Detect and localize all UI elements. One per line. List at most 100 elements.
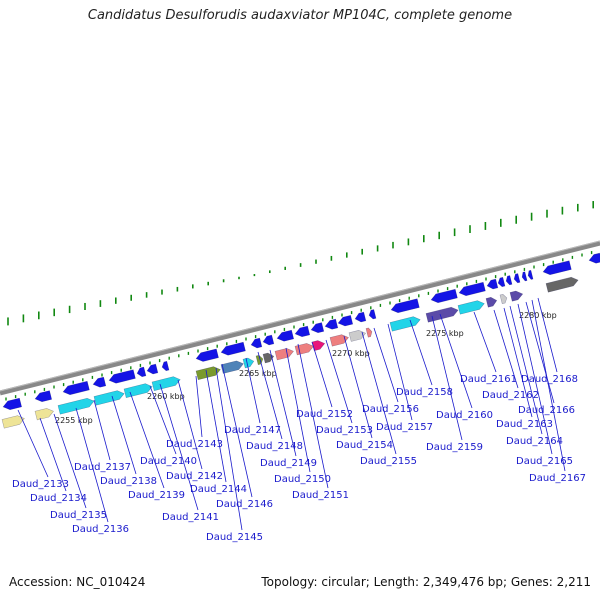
gene-arrow xyxy=(509,290,524,302)
gene-label: Daud_2149 xyxy=(260,458,317,469)
label-leader-line xyxy=(409,319,433,386)
gene-arrow xyxy=(274,348,294,361)
gene-arrow xyxy=(242,357,255,369)
gene-label: Daud_2147 xyxy=(224,425,281,436)
gene-arrow xyxy=(220,360,244,374)
gene-arrow xyxy=(294,325,311,338)
gene-arrow xyxy=(2,397,22,411)
gene-arrow xyxy=(365,327,373,338)
label-leader-line xyxy=(245,357,261,424)
gene-label: Daud_2160 xyxy=(436,410,493,421)
scale-label: 2270 kbp xyxy=(332,349,370,358)
gene-arrow xyxy=(136,366,147,378)
gene-label: Daud_2163 xyxy=(496,419,553,430)
gene-arrow xyxy=(34,408,54,421)
gene-arrow xyxy=(146,363,159,375)
label-leader-line xyxy=(75,407,109,523)
gene-arrow xyxy=(92,376,107,388)
gene-label: Daud_2153 xyxy=(316,425,373,436)
label-leader-line xyxy=(221,363,253,498)
label-leader-line xyxy=(509,305,543,435)
gene-label: Daud_2162 xyxy=(482,390,539,401)
scale-label: 2280 kbp xyxy=(519,311,557,320)
gene-label: Daud_2140 xyxy=(140,456,197,467)
label-leader-line xyxy=(503,307,533,418)
gene-arrow xyxy=(545,276,579,293)
gene-arrow xyxy=(497,276,506,288)
label-leader-line xyxy=(373,327,399,403)
gene-arrow xyxy=(262,334,275,346)
gene-label: Daud_2154 xyxy=(336,440,393,451)
label-leader-line xyxy=(387,323,413,421)
gene-arrow xyxy=(93,390,125,406)
gene-arrow xyxy=(430,288,458,304)
gene-label: Daud_2138 xyxy=(100,476,157,487)
gene-arrow xyxy=(161,360,170,372)
gene-arrow xyxy=(57,397,95,415)
gene-arrow xyxy=(1,415,25,429)
gene-arrow xyxy=(250,337,263,349)
gene-arrow xyxy=(329,334,349,347)
gene-label: Daud_2159 xyxy=(426,442,483,453)
gene-arrow xyxy=(220,341,246,356)
gene-arrow xyxy=(458,281,486,297)
gene-label: Daud_2155 xyxy=(360,456,417,467)
gene-arrow xyxy=(310,322,325,334)
gene-label: Daud_2142 xyxy=(166,471,223,482)
label-leader-line xyxy=(215,367,243,531)
label-leader-line xyxy=(431,315,463,441)
gene-label: Daud_2146 xyxy=(216,499,273,510)
gene-arrow xyxy=(195,366,221,381)
label-leader-line xyxy=(493,309,519,389)
gene-arrow xyxy=(389,316,421,332)
gene-label: Daud_2145 xyxy=(206,532,263,543)
gene-features xyxy=(1,252,600,429)
label-leader-line xyxy=(517,303,553,455)
gene-arrow xyxy=(505,275,513,286)
gene-arrow xyxy=(425,306,459,323)
label-leader-line xyxy=(537,297,558,373)
label-leader-line xyxy=(177,379,203,470)
label-leader-line xyxy=(531,299,566,472)
label-leader-line xyxy=(525,301,555,404)
label-leader-line xyxy=(269,349,297,457)
gene-label: Daud_2151 xyxy=(292,490,349,501)
gene-label: Daud_2161 xyxy=(460,374,517,385)
label-leader-line xyxy=(111,395,137,475)
gene-arrow xyxy=(354,311,367,323)
label-leader-line xyxy=(195,375,203,438)
gene-label: Daud_2133 xyxy=(12,479,69,490)
label-leader-line xyxy=(325,339,353,424)
gene-label: Daud_2158 xyxy=(396,387,453,398)
gene-arrow xyxy=(34,390,53,403)
gene-arrow xyxy=(108,369,136,384)
label-leader-line xyxy=(159,383,199,511)
gene-label: Daud_2150 xyxy=(274,474,331,485)
gene-arrow xyxy=(324,318,339,330)
gene-arrow xyxy=(457,300,485,315)
gene-arrow xyxy=(588,252,600,264)
gene-label: Daud_2152 xyxy=(296,409,353,420)
scale-label: 2260 kbp xyxy=(147,392,185,401)
genome-backbone xyxy=(0,240,600,401)
gene-label: Daud_2139 xyxy=(128,490,185,501)
label-leader-line xyxy=(257,351,283,440)
label-leader-line xyxy=(93,399,111,461)
label-leader-line xyxy=(53,413,87,509)
gene-label: Daud_2143 xyxy=(166,439,223,450)
scale-label: 2255 kbp xyxy=(55,416,93,425)
gene-label: Daud_2165 xyxy=(516,456,573,467)
topology-text: Topology: circular; Length: 2,349,476 bp… xyxy=(261,575,591,589)
label-leader-line xyxy=(361,331,397,455)
gene-label: Daud_2148 xyxy=(246,441,303,452)
gene-arrow xyxy=(368,309,377,320)
gene-arrow xyxy=(62,380,90,396)
gene-arrow xyxy=(276,329,295,342)
gene-label: Daud_2141 xyxy=(162,512,219,523)
gene-label: Daud_2164 xyxy=(506,436,563,447)
gene-arrow xyxy=(527,269,534,280)
scale-label: 2265 kbp xyxy=(239,369,277,378)
label-leader-line xyxy=(205,369,227,483)
label-leader-line xyxy=(129,391,165,489)
scale-labels: 2255 kbp 2260 kbp 2265 kbp 2270 kbp 2275 kbp… xyxy=(55,311,557,425)
